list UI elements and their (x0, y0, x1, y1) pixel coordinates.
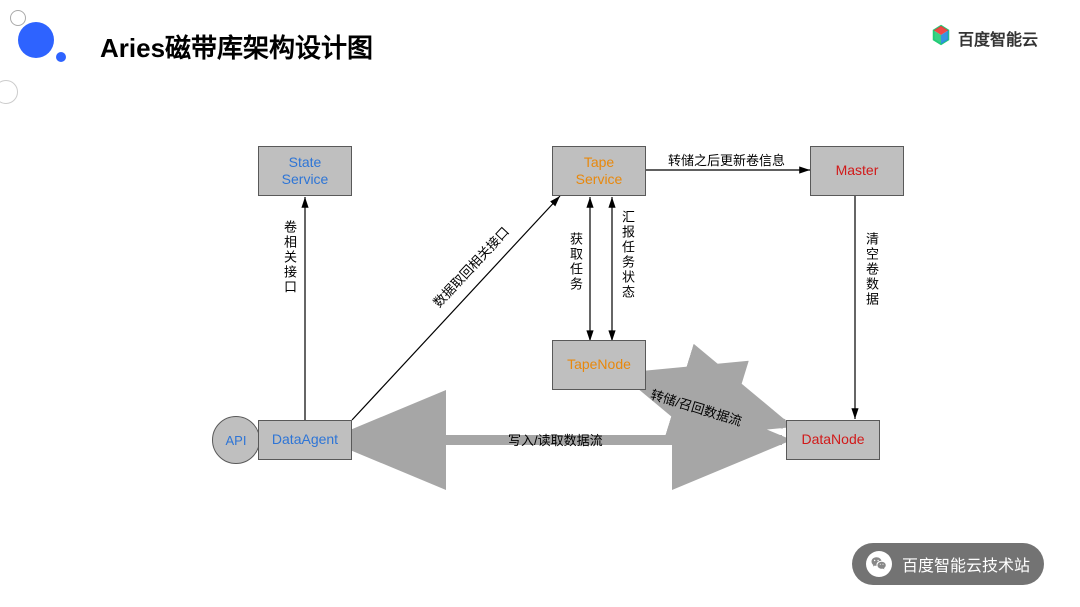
edge-label-update-volume: 转储之后更新卷信息 (668, 150, 785, 169)
node-label: DataAgent (272, 431, 338, 449)
node-label: DataNode (801, 431, 864, 449)
node-tape-service: TapeService (552, 146, 646, 196)
node-tape-node: TapeNode (552, 340, 646, 390)
node-master: Master (810, 146, 904, 196)
edge-label-report-status: 汇报任务状态 (618, 210, 637, 300)
edge-label-retrieve-api: 数据取回相关接口 (428, 222, 513, 311)
wechat-badge: 百度智能云技术站 (852, 543, 1044, 585)
node-label: Master (836, 162, 879, 180)
node-label: TapeNode (567, 356, 631, 374)
diagram-connectors (0, 0, 1080, 607)
node-api: API (212, 416, 260, 464)
wechat-icon (866, 551, 892, 577)
node-label: StateService (282, 154, 329, 189)
edge-label-clear-volume: 清空卷数据 (862, 232, 881, 307)
wechat-name: 百度智能云技术站 (902, 552, 1030, 576)
node-data-agent: DataAgent (258, 420, 352, 460)
node-label: TapeService (576, 154, 623, 189)
architecture-diagram: StateService TapeService Master TapeNode… (0, 0, 1080, 607)
node-state-service: StateService (258, 146, 352, 196)
edge-label-get-task: 获取任务 (566, 232, 585, 292)
edge-label-rw-flow: 写入/读取数据流 (508, 430, 603, 449)
node-data-node: DataNode (786, 420, 880, 460)
edge-label-dump-recall-flow: 转储/召回数据流 (648, 384, 744, 430)
node-label: API (226, 433, 247, 448)
edge-label-volume-api: 卷相关接口 (280, 220, 299, 295)
